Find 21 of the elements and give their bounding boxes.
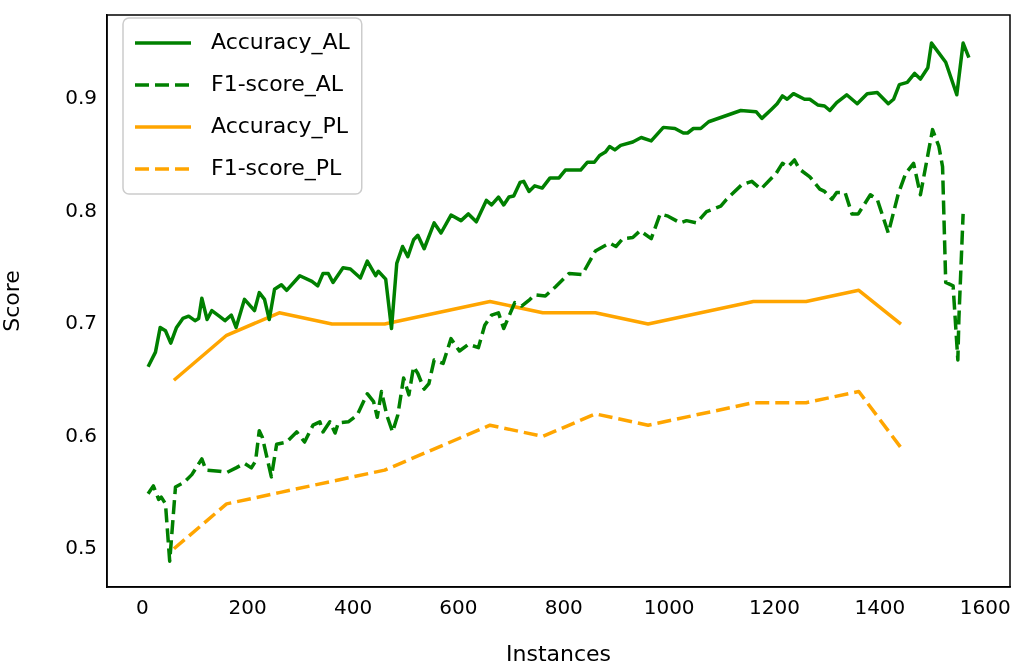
legend-label: F1-score_PL [211,154,342,181]
legend-label: Accuracy_PL [211,112,349,139]
y-tick-label: 0.8 [65,197,97,222]
y-tick-label: 0.9 [65,85,97,110]
x-tick-label: 600 [439,595,478,620]
legend-label: F1-score_AL [211,70,344,97]
line-series [172,389,903,551]
y-tick-label: 0.6 [65,422,97,447]
x-axis-title: Instances [505,640,612,666]
legend-label: Accuracy_AL [211,28,351,55]
x-tick-label: 200 [228,595,267,620]
y-tick-label: 0.7 [65,310,97,335]
y-tick-label: 0.5 [65,534,97,559]
x-tick-label: 1200 [749,595,800,620]
x-tick-label: 400 [333,595,373,620]
x-tick-label: 1400 [854,595,906,620]
x-tick-label: 1600 [959,595,1011,620]
y-axis-title: Score [0,270,24,332]
x-tick-label: 0 [135,595,149,620]
x-tick-label: 800 [544,595,583,620]
x-tick-label: 1000 [643,595,695,620]
